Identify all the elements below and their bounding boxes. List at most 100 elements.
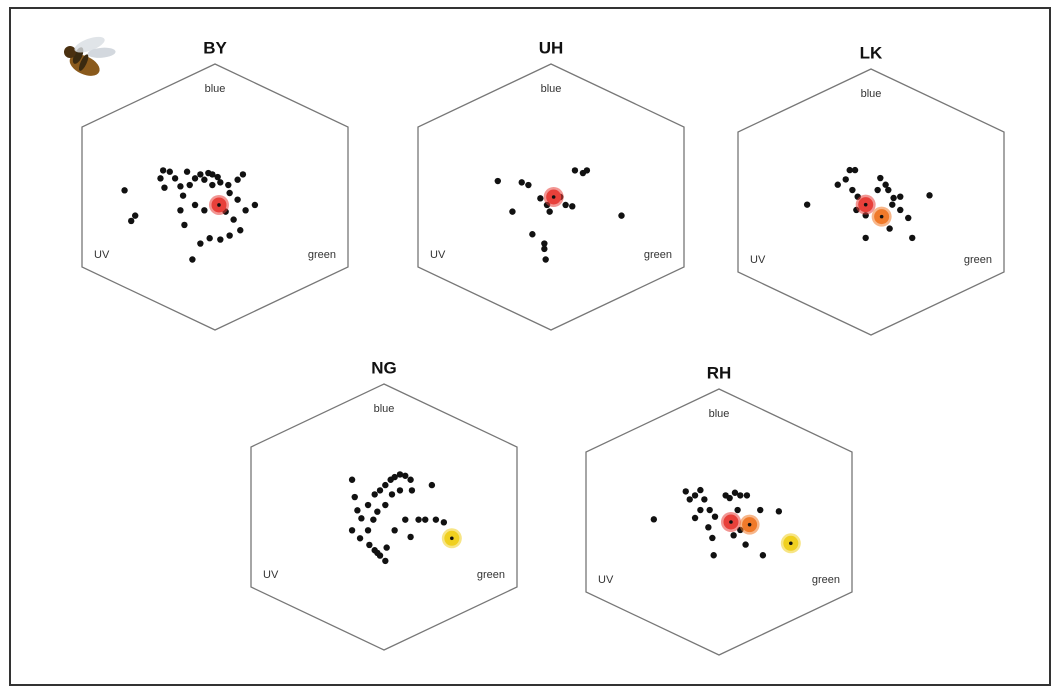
point xyxy=(686,496,693,503)
point xyxy=(428,481,436,489)
point xyxy=(742,541,749,548)
hexagon-panel: RH blue UV green xyxy=(585,363,853,656)
hexagon xyxy=(585,388,853,656)
hexagon xyxy=(417,63,685,331)
point xyxy=(562,201,569,209)
point xyxy=(731,489,739,496)
point xyxy=(905,214,912,222)
point xyxy=(382,501,389,509)
point xyxy=(183,168,191,175)
point xyxy=(191,175,199,182)
point xyxy=(697,486,704,494)
point xyxy=(408,487,416,494)
label-uv: UV xyxy=(750,254,766,266)
point xyxy=(541,240,548,247)
point xyxy=(537,195,544,202)
point xyxy=(171,175,179,182)
point xyxy=(541,245,548,253)
highlight-center xyxy=(729,520,733,524)
point xyxy=(730,532,737,539)
point xyxy=(402,516,409,523)
point xyxy=(226,189,233,197)
point xyxy=(402,472,409,479)
point xyxy=(909,234,916,242)
point xyxy=(217,179,224,186)
point xyxy=(234,176,241,183)
hexagon-panel: LK blue UV green xyxy=(737,43,1005,336)
point xyxy=(209,181,216,189)
point xyxy=(396,471,404,478)
point xyxy=(206,235,213,242)
hexagon-panel: NG blue UV green xyxy=(250,358,518,651)
point xyxy=(348,476,356,483)
label-green: green xyxy=(644,249,672,261)
point xyxy=(546,208,553,215)
point xyxy=(882,181,889,188)
point xyxy=(128,217,135,225)
point xyxy=(885,186,892,194)
hexagon-panel: BY blue UV green xyxy=(81,38,349,331)
label-green: green xyxy=(812,574,840,586)
point xyxy=(874,186,881,194)
highlight-point xyxy=(871,206,892,227)
point xyxy=(371,491,378,498)
point xyxy=(509,208,516,215)
point xyxy=(391,473,398,481)
point xyxy=(374,508,381,515)
label-uv: UV xyxy=(263,569,279,581)
point xyxy=(396,487,404,494)
point xyxy=(862,234,869,242)
label-uv: UV xyxy=(598,574,614,586)
point xyxy=(179,192,187,199)
label-blue: blue xyxy=(541,83,562,95)
highlight-center xyxy=(217,203,221,207)
highlight-center xyxy=(879,214,884,219)
point xyxy=(366,541,373,549)
highlight-point xyxy=(855,194,876,215)
point xyxy=(709,534,716,542)
point xyxy=(358,515,365,522)
label-blue: blue xyxy=(374,403,395,415)
point xyxy=(382,481,389,489)
highlight-center xyxy=(863,202,868,207)
point xyxy=(542,256,549,263)
point xyxy=(209,171,216,178)
point xyxy=(376,487,384,494)
point xyxy=(618,212,625,219)
point xyxy=(569,203,576,210)
highlight-point xyxy=(208,194,229,215)
panel-title: UH xyxy=(539,38,564,57)
point xyxy=(682,488,689,495)
highlight-point xyxy=(720,512,741,532)
point xyxy=(422,516,429,523)
point xyxy=(737,492,744,499)
hexagon xyxy=(81,63,349,331)
point xyxy=(432,516,440,523)
point xyxy=(157,175,164,182)
point xyxy=(383,544,390,551)
point xyxy=(354,507,361,514)
hexagon-panel: UH blue UV green xyxy=(417,38,685,331)
highlight-point xyxy=(441,528,462,549)
point xyxy=(705,524,712,531)
point xyxy=(849,186,856,194)
point xyxy=(161,184,168,191)
point xyxy=(407,533,414,541)
point xyxy=(166,168,173,175)
highlight-center xyxy=(450,536,454,541)
point xyxy=(364,501,372,509)
point xyxy=(743,492,751,499)
point xyxy=(583,167,591,174)
point xyxy=(201,176,208,183)
point xyxy=(415,516,422,523)
point xyxy=(374,549,381,557)
point xyxy=(225,181,232,189)
bee-icon xyxy=(64,36,116,76)
point xyxy=(926,192,933,199)
label-blue: blue xyxy=(861,88,882,100)
point xyxy=(759,552,767,559)
hexagon xyxy=(737,68,1005,336)
point xyxy=(890,194,897,202)
point xyxy=(201,207,208,214)
point xyxy=(197,240,204,247)
